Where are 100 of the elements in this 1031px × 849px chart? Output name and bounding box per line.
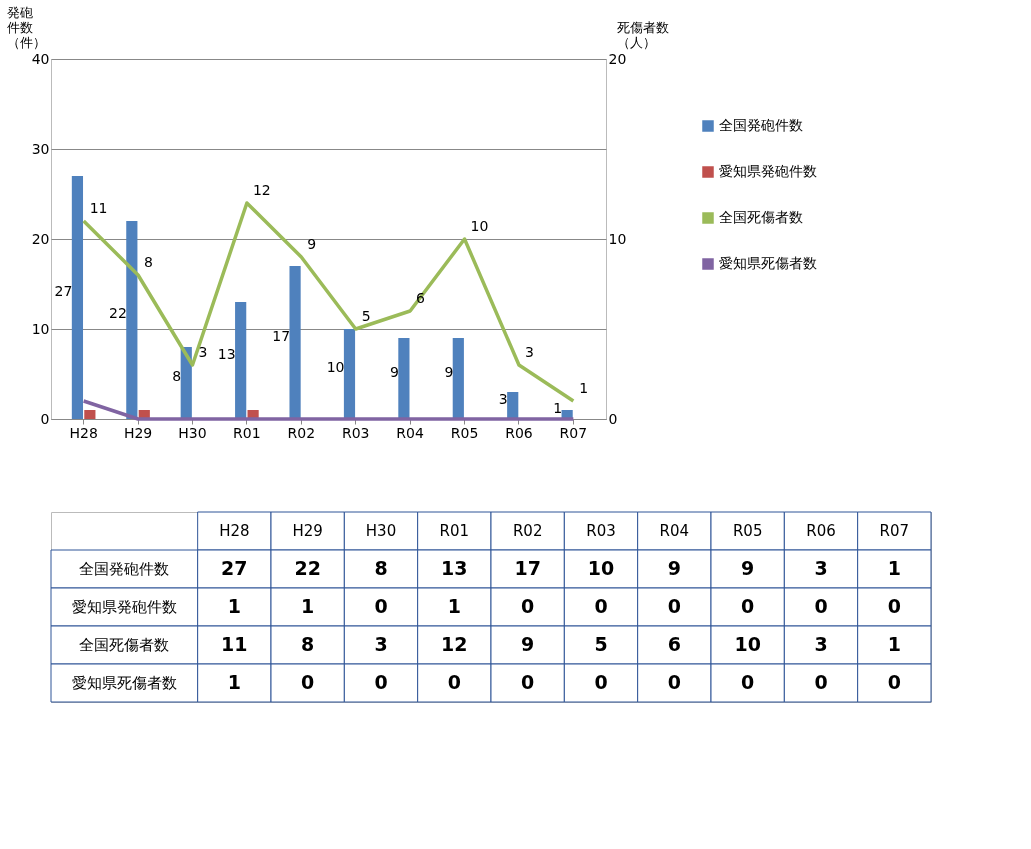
data-label: 9 <box>444 363 454 380</box>
bar <box>126 221 138 419</box>
data-label: 0 <box>667 671 681 693</box>
data-label: 1 <box>447 595 461 617</box>
data-label: 1 <box>301 595 315 617</box>
x-tick-label: R01 <box>233 424 261 441</box>
x-tick-label: R04 <box>396 424 424 441</box>
category-label: R06 <box>806 522 836 540</box>
series-label: 全国死傷者数 <box>79 636 170 654</box>
category-label: R07 <box>879 522 910 540</box>
data-label: 1 <box>887 557 901 579</box>
data-label: 0 <box>374 671 388 693</box>
category-label: R02 <box>512 522 543 540</box>
data-label: 6 <box>667 633 681 655</box>
data-label: 0 <box>887 671 901 693</box>
y-tick-label: 40 <box>31 50 50 67</box>
y-tick-label: 10 <box>31 320 50 337</box>
data-label: 8 <box>172 368 182 384</box>
data-label: 5 <box>361 308 371 324</box>
data-label: 1 <box>227 595 241 617</box>
series-label: 愛知県発砲件数 <box>71 598 177 616</box>
bar <box>84 410 96 419</box>
y2-tick-label: 10 <box>608 230 627 247</box>
line-series <box>81 201 576 403</box>
data-label: 8 <box>374 557 388 579</box>
data-label: 0 <box>814 671 828 693</box>
bar <box>343 329 356 419</box>
data-label: 11 <box>221 633 248 655</box>
data-label: 27 <box>54 282 73 299</box>
data-label: 0 <box>447 671 461 693</box>
category-label: R01 <box>439 522 470 540</box>
data-label: 3 <box>374 633 388 655</box>
data-label: 12 <box>441 633 468 655</box>
data-label: 10 <box>326 359 345 375</box>
category-label: H28 <box>219 522 250 540</box>
category-label: R03 <box>586 522 616 540</box>
data-label: 17 <box>514 557 541 579</box>
data-label: 0 <box>814 595 828 617</box>
data-label: 3 <box>198 344 208 360</box>
y-tick-label: 0 <box>40 410 50 427</box>
data-label: 9 <box>307 236 317 252</box>
data-label: 22 <box>294 557 321 579</box>
x-tick-label: H28 <box>69 424 98 441</box>
data-label: 13 <box>441 557 468 579</box>
series-label: 愛知県死傷者数 <box>71 674 177 692</box>
x-tick-label: R05 <box>450 424 479 441</box>
x-tick-label: H29 <box>123 424 153 441</box>
x-tick-label: R03 <box>341 424 370 441</box>
data-label: 0 <box>741 595 755 617</box>
data-label: 9 <box>741 557 755 579</box>
data-label: 17 <box>272 327 291 344</box>
category-label: R05 <box>732 522 763 540</box>
data-label: 5 <box>594 633 608 655</box>
data-label: 1 <box>579 380 589 396</box>
data-label: 9 <box>389 363 399 380</box>
data-label: 1 <box>887 633 901 655</box>
data-label: 3 <box>814 557 828 579</box>
legend-label: 全国発砲件数 <box>719 117 803 133</box>
data-label: 12 <box>252 182 271 198</box>
data-label: 3 <box>524 344 534 360</box>
data-label: 0 <box>594 595 608 617</box>
y2-tick-label: 20 <box>608 50 627 67</box>
data-label: 0 <box>374 595 388 617</box>
bar <box>398 338 410 419</box>
legend-label: 全国死傷者数 <box>719 209 803 225</box>
data-label: 3 <box>814 633 828 655</box>
x-tick-label: R07 <box>559 424 588 441</box>
bar <box>235 302 247 419</box>
bar <box>289 266 301 419</box>
data-label: 22 <box>109 305 127 321</box>
y-axis-title: 発砲件数（件） <box>6 4 46 50</box>
y2-axis-title: 死傷者数（人） <box>616 19 669 50</box>
category-label: H29 <box>292 522 323 540</box>
data-label: 1 <box>227 671 241 693</box>
category-label: R04 <box>659 522 690 540</box>
y-tick-label: 30 <box>31 140 50 157</box>
data-label: 3 <box>498 390 508 407</box>
data-label: 0 <box>594 671 608 693</box>
series-label: 全国発砲件数 <box>79 560 170 578</box>
data-label: 13 <box>217 345 236 362</box>
data-label: 0 <box>887 595 901 617</box>
data-label: 10 <box>734 633 761 655</box>
bar <box>452 338 464 419</box>
y2-tick-label: 0 <box>608 410 618 427</box>
x-tick-label: H30 <box>178 424 207 441</box>
data-label: 9 <box>521 633 535 655</box>
data-label: 0 <box>741 671 755 693</box>
y-tick-label: 20 <box>31 230 50 247</box>
data-label: 27 <box>221 557 248 579</box>
data-label: 9 <box>667 557 681 579</box>
legend-label: 愛知県発砲件数 <box>719 163 817 179</box>
data-label: 8 <box>144 254 153 270</box>
x-tick-label: R02 <box>287 424 316 441</box>
data-label: 10 <box>470 218 489 234</box>
data-label: 1 <box>553 399 563 416</box>
data-label: 0 <box>667 595 681 617</box>
data-label: 0 <box>301 671 315 693</box>
data-label: 0 <box>521 671 535 693</box>
data-label: 8 <box>301 633 315 655</box>
bar <box>507 392 519 419</box>
